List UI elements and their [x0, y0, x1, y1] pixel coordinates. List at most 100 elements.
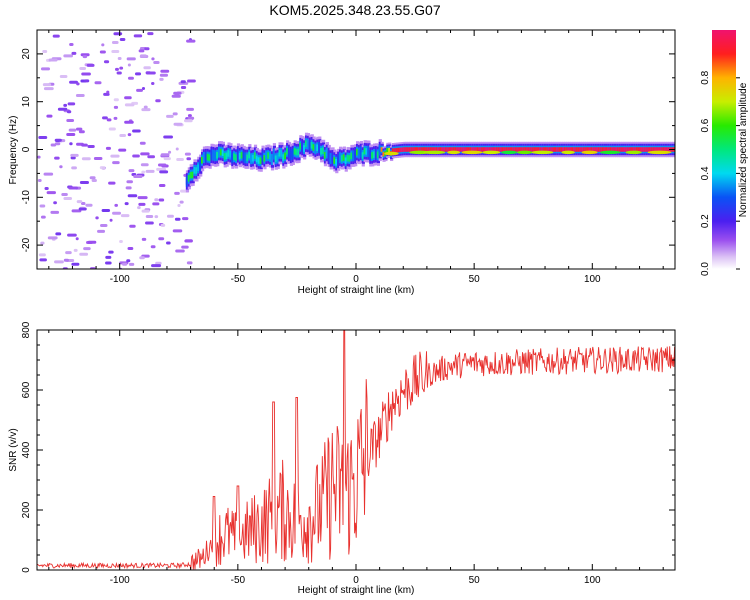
heatmap-ridge-cell — [444, 147, 449, 152]
heatmap-ridge-cell — [210, 151, 214, 159]
heatmap-ridge-cell — [357, 149, 362, 157]
heatmap-ridge-cell — [276, 154, 280, 162]
heatmap-ridge-cell — [253, 152, 258, 159]
heatmap-ridge-cell — [248, 151, 252, 159]
heatmap-ridge-cell — [614, 147, 619, 152]
heatmap-ridge-cell — [287, 149, 292, 157]
heatmap-ridge-blob — [561, 150, 575, 155]
heatmap-noise-cell — [119, 66, 124, 70]
heatmap-noise-cell — [75, 127, 83, 131]
heatmap-ridge-cell — [446, 147, 450, 152]
heatmap-ridge-cell — [416, 147, 420, 152]
heatmap-noise-cell — [50, 210, 60, 214]
heatmap-ridge-blob — [581, 150, 598, 155]
heatmap-ridge-cell — [452, 147, 456, 152]
heatmap-noise-cell — [103, 60, 110, 64]
heatmap-ridge-cell — [650, 147, 655, 152]
heatmap-noise-cell — [147, 32, 154, 36]
heatmap-noise-cell — [105, 146, 111, 150]
heatmap-ridge-blob — [384, 151, 399, 156]
heatmap-ridge-cell — [304, 140, 309, 147]
heatmap-noise-cell — [158, 237, 165, 241]
heatmap-ridge-cell — [427, 147, 432, 152]
heatmap-ridge-cell — [643, 147, 647, 152]
heatmap-noise-cell — [154, 215, 159, 219]
heatmap-ridge-cell — [320, 148, 324, 155]
heatmap-ridge-cell — [473, 147, 477, 152]
heatmap-ridge-cell — [425, 147, 430, 152]
heatmap-noise-cell — [160, 69, 170, 73]
heatmap-ridge-cell — [493, 147, 498, 152]
heatmap-noise-cell — [117, 56, 122, 60]
snr-ticks: -100 -50 0 50 100 0 200 400 600 800 — [21, 321, 675, 586]
heatmap-noise-cell — [159, 73, 169, 77]
colorbar-ticks: 0.0 0.2 0.4 0.6 0.8 — [700, 70, 740, 276]
heatmap-noise-cell — [140, 163, 149, 167]
heatmap-noise-cell — [44, 186, 49, 190]
heatmap-ridge-cell — [505, 147, 509, 152]
heatmap-noise-cell — [182, 217, 189, 221]
heatmap-ridge-cell — [318, 144, 322, 151]
snr-y-tick-label: 200 — [21, 501, 32, 518]
heatmap-noise-cell — [50, 143, 57, 147]
heatmap-noise-cell — [95, 216, 99, 220]
heatmap-ridge-cell — [350, 152, 354, 160]
heatmap-noise-cell — [133, 175, 143, 179]
heatmap-ridge-cell — [649, 147, 653, 152]
heatmap-ridge-cell — [569, 147, 573, 152]
heatmap-noise-cell — [68, 186, 79, 190]
heatmap-noise-cell — [54, 260, 64, 264]
heatmap-ridge-cell — [586, 147, 590, 152]
heatmap-noise-cell — [145, 221, 154, 225]
heatmap-ridge-cell — [442, 147, 447, 152]
heatmap-noise-cell — [120, 214, 130, 218]
heatmap-noise-cell — [79, 67, 87, 71]
heatmap-ridge-blob — [625, 150, 642, 155]
heatmap-noise-cell — [151, 264, 162, 268]
heatmap-noise-cell — [70, 156, 76, 160]
heatmap-noise-cell — [141, 108, 151, 112]
heatmap-noise-cell — [125, 186, 132, 190]
heatmap-ridge-cell — [363, 147, 367, 155]
heatmap-ridge-cell — [582, 147, 587, 152]
spectrogram-y-tick-label: 10 — [21, 96, 32, 108]
heatmap-ridge-cell — [191, 171, 195, 179]
heatmap-ridge-cell — [208, 154, 212, 162]
heatmap-ridge-cell — [618, 147, 622, 152]
heatmap-ridge-cell — [255, 155, 260, 163]
heatmap-ridge-cell — [189, 171, 193, 179]
heatmap-ridge-cell — [223, 153, 227, 160]
heatmap-ridge-cell — [272, 150, 277, 158]
snr-y-tick-label: 600 — [21, 381, 32, 398]
heatmap-noise-cell — [78, 207, 87, 211]
heatmap-noise-cell — [81, 72, 91, 76]
heatmap-ridge-cell — [594, 147, 598, 152]
heatmap-noise-cell — [138, 202, 146, 206]
heatmap-noise-cell — [175, 249, 185, 253]
heatmap-noise-cell — [105, 261, 112, 265]
heatmap-ridge-cell — [628, 147, 632, 152]
heatmap-ridge-cell — [463, 147, 467, 152]
heatmap-ridge-cell — [435, 147, 439, 152]
heatmap-ridge-cell — [388, 147, 392, 153]
heatmap-noise-cell — [118, 148, 127, 152]
heatmap-noise-cell — [40, 241, 45, 245]
heatmap-noise-cell — [141, 209, 150, 213]
heatmap-noise-cell — [71, 262, 80, 266]
heatmap-ridge-cell — [219, 148, 224, 156]
heatmap-noise-cell — [151, 57, 155, 61]
heatmap-noise-cell — [124, 202, 129, 206]
heatmap-noise-cell — [73, 248, 78, 252]
heatmap-ridge-cell — [244, 154, 248, 162]
heatmap-ridge-cell — [571, 147, 575, 152]
heatmap-noise-cell — [132, 129, 141, 133]
heatmap-ridge-cell — [633, 147, 638, 152]
heatmap-noise-cell — [171, 94, 181, 98]
heatmap-noise-cell — [69, 80, 79, 84]
heatmap-ridge-cell — [386, 148, 390, 153]
heatmap-ridge-cell — [607, 147, 611, 152]
heatmap-ridge-cell — [658, 147, 662, 152]
heatmap-noise-cell — [87, 240, 97, 244]
heatmap-noise-cell — [39, 204, 46, 208]
snr-line-layer — [37, 330, 675, 570]
